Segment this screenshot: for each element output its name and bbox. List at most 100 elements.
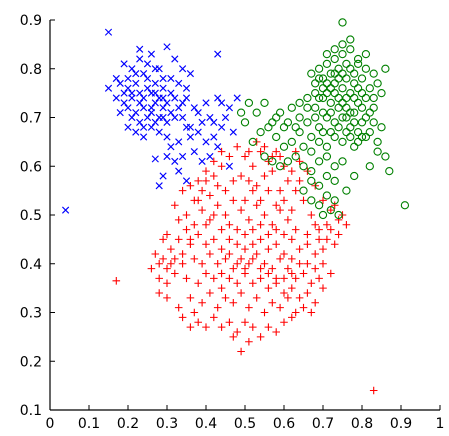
- data-point-plus: [245, 147, 253, 156]
- data-point-circle: [357, 132, 367, 142]
- data-point-circle: [334, 64, 343, 73]
- data-point-circle: [303, 103, 312, 112]
- data-point-circle: [381, 152, 390, 161]
- data-point-x: [143, 113, 152, 122]
- data-point-circle: [330, 176, 339, 186]
- data-point-plus: [182, 225, 191, 234]
- data-point-x: [194, 109, 202, 117]
- data-point-x: [218, 99, 226, 107]
- data-point-plus: [194, 279, 202, 288]
- data-point-x: [155, 113, 163, 122]
- data-point-plus: [225, 274, 234, 283]
- data-point-plus: [245, 177, 253, 185]
- data-point-plus: [272, 147, 280, 156]
- data-point-circle: [369, 103, 378, 112]
- data-point-plus: [260, 142, 269, 151]
- data-point-circle: [346, 35, 355, 44]
- data-point-x: [104, 84, 113, 92]
- data-point-x: [206, 113, 214, 122]
- data-point-plus: [291, 147, 300, 156]
- data-point-x: [132, 70, 140, 78]
- data-point-plus: [202, 240, 210, 249]
- data-point-x: [104, 28, 113, 36]
- data-point-circle: [346, 132, 355, 142]
- data-point-x: [140, 104, 148, 112]
- data-point-circle: [326, 205, 335, 215]
- data-point-circle: [357, 88, 367, 98]
- data-point-plus: [245, 216, 253, 224]
- data-point-plus: [342, 220, 351, 229]
- data-point-plus: [264, 284, 273, 292]
- data-point-circle: [318, 93, 328, 103]
- data-point-plus: [155, 289, 163, 297]
- data-point-x: [225, 162, 233, 170]
- data-point-x: [163, 152, 171, 161]
- data-point-x: [128, 89, 136, 97]
- data-point-circle: [350, 142, 359, 151]
- data-point-circle: [357, 74, 367, 83]
- data-point-circle: [275, 162, 285, 171]
- data-point-circle: [373, 137, 382, 147]
- data-point-plus: [291, 225, 300, 234]
- data-point-circle: [314, 64, 324, 73]
- data-point-plus: [252, 294, 261, 302]
- data-point-circle: [248, 137, 257, 147]
- data-point-plus: [315, 225, 323, 234]
- data-point-circle: [287, 103, 296, 112]
- data-point-circle: [353, 54, 363, 64]
- data-point-plus: [323, 235, 331, 244]
- data-point-x: [190, 104, 198, 112]
- data-point-circle: [330, 196, 339, 205]
- data-point-plus: [217, 269, 226, 278]
- data-point-plus: [291, 274, 300, 283]
- data-point-plus: [206, 289, 214, 297]
- data-point-plus: [229, 177, 238, 185]
- data-point-x: [112, 94, 120, 102]
- data-point-x: [214, 143, 222, 151]
- data-point-plus: [276, 186, 284, 195]
- data-point-plus: [280, 318, 288, 327]
- data-point-plus: [213, 259, 222, 268]
- data-point-plus: [221, 186, 230, 195]
- data-point-plus: [202, 177, 210, 185]
- data-point-x: [136, 89, 144, 97]
- data-point-plus: [210, 157, 218, 166]
- data-point-x: [147, 104, 155, 112]
- data-point-circle: [353, 59, 363, 69]
- data-point-plus: [186, 235, 195, 244]
- x-tick-label: 0.2: [117, 416, 139, 432]
- data-point-x: [179, 99, 187, 107]
- data-point-circle: [307, 196, 316, 205]
- data-point-plus: [225, 318, 234, 327]
- data-point-circle: [342, 103, 351, 112]
- data-point-plus: [237, 172, 245, 180]
- data-point-circle: [303, 118, 312, 127]
- data-point-x: [143, 60, 152, 68]
- data-point-x: [233, 94, 241, 102]
- data-point-plus: [174, 235, 183, 244]
- data-point-plus: [198, 206, 206, 214]
- y-tick-label: 0.5: [20, 208, 42, 224]
- data-point-x: [175, 79, 183, 87]
- data-point-plus: [256, 220, 265, 229]
- data-point-x: [124, 104, 132, 112]
- data-point-plus: [268, 264, 277, 273]
- data-point-x: [214, 94, 222, 102]
- y-tick-label: 0.6: [20, 159, 42, 175]
- data-point-circle: [350, 79, 359, 88]
- data-point-plus: [291, 186, 300, 195]
- data-point-plus: [237, 289, 245, 297]
- data-point-plus: [299, 303, 308, 312]
- data-point-plus: [217, 323, 226, 331]
- data-point-plus: [307, 308, 316, 317]
- data-point-x: [155, 128, 163, 136]
- data-point-plus: [311, 250, 319, 258]
- data-point-circle: [338, 157, 347, 166]
- x-tick-label: 0.8: [351, 416, 373, 432]
- data-point-x: [221, 113, 230, 122]
- data-point-circle: [314, 123, 324, 132]
- data-point-plus: [303, 259, 312, 268]
- data-point-circle: [400, 201, 410, 210]
- data-point-plus: [198, 259, 206, 268]
- data-point-plus: [221, 211, 230, 219]
